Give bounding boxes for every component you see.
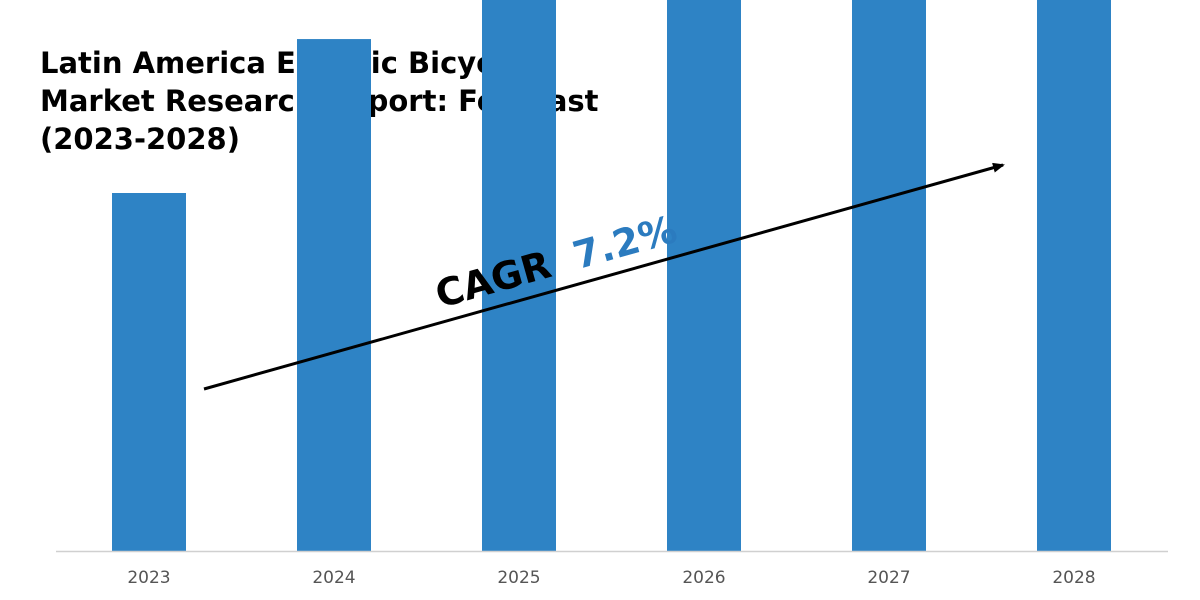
bar-2024 bbox=[297, 39, 371, 552]
bar-2026 bbox=[667, 0, 741, 551]
bar-group bbox=[112, 0, 1111, 552]
x-tick-label-2027: 2027 bbox=[867, 568, 910, 588]
chart-title-line-3: (2023-2028) bbox=[40, 122, 240, 156]
cagr-annotation: CAGR 7.2% bbox=[431, 207, 682, 317]
x-tick-label-2026: 2026 bbox=[682, 568, 725, 588]
bar-2028 bbox=[1037, 0, 1111, 551]
x-tick-label-2023: 2023 bbox=[127, 568, 170, 588]
x-tick-label-2028: 2028 bbox=[1052, 568, 1095, 588]
bar-2025 bbox=[482, 0, 556, 552]
x-tick-label-2025: 2025 bbox=[497, 568, 540, 588]
x-tick-labels: 2023 2024 2025 2026 2027 2028 bbox=[127, 568, 1095, 588]
x-tick-label-2024: 2024 bbox=[312, 568, 355, 588]
trend-arrow bbox=[203, 162, 1005, 391]
bar-2027 bbox=[852, 0, 926, 551]
bar-2023 bbox=[112, 193, 186, 551]
chart-title-line-1: Latin America Electric Bicycle bbox=[40, 46, 523, 80]
cagr-value: 7.2% bbox=[568, 207, 681, 278]
